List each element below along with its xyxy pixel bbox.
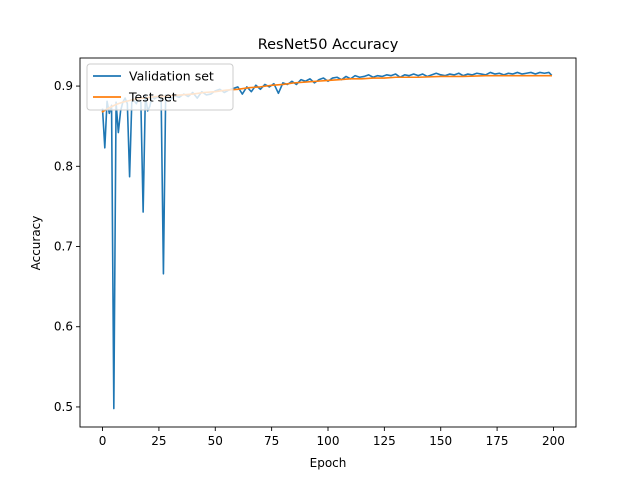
y-tick-label: 0.6	[54, 320, 73, 334]
y-axis-label: Accuracy	[29, 216, 43, 271]
x-tick-label: 0	[99, 434, 107, 448]
legend-label: Validation set	[129, 69, 214, 84]
legend: Validation set Test set	[86, 63, 234, 111]
x-tick-label: 25	[151, 434, 166, 448]
axes-layer: 0 25 50 75 100 125 150 175 200 0.5 0.6 0.7 0.8 0.9	[54, 57, 577, 448]
y-tick-label: 0.8	[54, 159, 73, 173]
legend-label: Test set	[128, 90, 177, 105]
y-tick-label: 0.7	[54, 240, 73, 254]
x-tick-label: 50	[208, 434, 223, 448]
plot-background	[80, 58, 576, 427]
x-tick-label: 200	[542, 434, 565, 448]
x-axis-label: Epoch	[310, 456, 347, 470]
x-tick-label: 100	[317, 434, 340, 448]
x-tick-label: 150	[429, 434, 452, 448]
legend-box	[86, 63, 234, 111]
x-tick-label: 125	[373, 434, 396, 448]
plot-area	[80, 58, 576, 427]
chart-title: ResNet50 Accuracy	[258, 37, 399, 53]
y-tick-label: 0.5	[54, 400, 73, 414]
x-tick-label: 175	[486, 434, 509, 448]
x-tick-label: 75	[264, 434, 279, 448]
y-tick-label: 0.9	[54, 79, 73, 93]
